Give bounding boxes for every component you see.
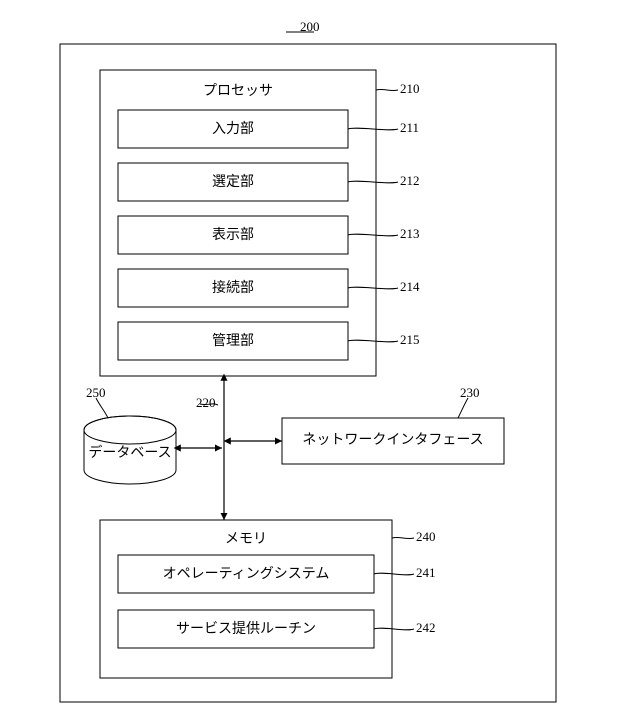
memory-label: メモリ xyxy=(225,532,267,547)
sub-box-ref: 214 xyxy=(400,279,420,294)
sub-box-label: オペレーティングシステム xyxy=(163,566,330,582)
sub-box-ref: 211 xyxy=(400,120,419,135)
bus-ref: 220 xyxy=(196,395,216,410)
memory-ref: 240 xyxy=(416,529,436,544)
sub-box-label: 表示部 xyxy=(212,227,254,243)
database-ref: 250 xyxy=(86,385,106,400)
processor-label: プロセッサ xyxy=(203,83,273,99)
sub-box-ref: 212 xyxy=(400,173,420,188)
sub-box-label: 選定部 xyxy=(212,174,254,190)
network-if-ref: 230 xyxy=(460,385,480,400)
sub-box-ref: 213 xyxy=(400,226,420,241)
sub-box-label: 入力部 xyxy=(212,121,254,137)
sub-box-ref: 241 xyxy=(416,565,436,580)
sub-box-ref: 215 xyxy=(400,332,420,347)
database-label: データベース xyxy=(88,444,171,461)
processor-ref: 210 xyxy=(400,81,420,96)
sub-box-ref: 242 xyxy=(416,620,436,635)
sub-box-label: 管理部 xyxy=(212,333,254,349)
sub-box-label: サービス提供ルーチン xyxy=(176,621,316,637)
sub-box-label: 接続部 xyxy=(212,279,254,296)
network-if-label: ネットワークインタフェース xyxy=(302,432,483,448)
